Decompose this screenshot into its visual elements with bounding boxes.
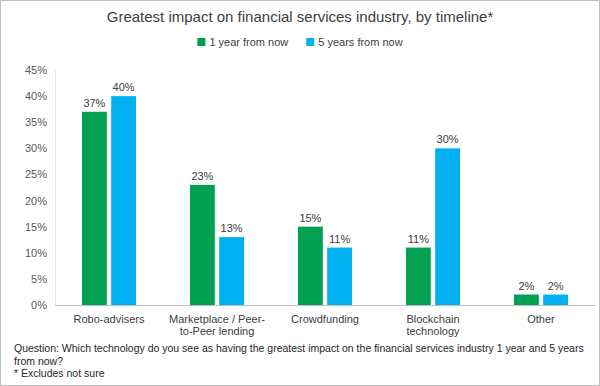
y-tick-label: 35% (25, 116, 47, 128)
y-axis-line (55, 71, 56, 306)
bar (219, 237, 244, 305)
text-line: Other (527, 313, 555, 325)
x-tick-label: Marketplace / Peer-to-Peer lending (169, 313, 265, 338)
x-axis: Robo-advisers Marketplace / Peer-to-Peer … (56, 305, 596, 337)
title: Greatest impact on financial services in… (107, 8, 494, 25)
bars (82, 96, 568, 305)
legend-swatch (197, 38, 205, 46)
text-line: Blockchain (406, 313, 459, 325)
bar (543, 295, 568, 305)
frame (1, 1, 600, 386)
text-line: Marketplace / Peer- (169, 313, 265, 325)
bar (327, 248, 352, 305)
legend-label: 5 years from now (318, 36, 402, 48)
y-tick: 15% (25, 221, 55, 233)
data-label: 13% (221, 222, 243, 234)
x-tick: Marketplace / Peer-to-Peer lending (169, 305, 265, 337)
y-tick-label: 20% (25, 195, 47, 207)
y-tick: 40% (25, 90, 55, 102)
y-tick: 35% (25, 116, 55, 128)
text-line: from now? (14, 355, 63, 367)
annotations: Question: Which technology do you see as… (14, 342, 584, 379)
data-label: 30% (437, 133, 459, 145)
text-line: * Excludes not sure (14, 367, 105, 379)
legend-label: 1 year from now (209, 36, 288, 48)
text-line: Question: Which technology do you see as… (14, 342, 584, 354)
data-label: 37% (83, 97, 105, 109)
legend-item: 5 years from now (306, 36, 402, 48)
x-tick: Blockchaintechnology (406, 305, 460, 337)
y-tick: 5% (31, 273, 55, 285)
chart: Greatest impact on financial services in… (0, 0, 600, 386)
legend: 1 year from now 5 years from now (197, 36, 402, 48)
y-axis: 0% 5% 10% 15% 20% 25% 30% 35% 40% 45% (25, 64, 56, 311)
y-tick-label: 25% (25, 168, 47, 180)
x-tick-label: Crowdfunding (291, 313, 359, 325)
text-line: technology (406, 325, 460, 337)
y-tick: 0% (31, 299, 55, 311)
y-tick-label: 45% (25, 64, 47, 76)
y-tick-label: 10% (25, 247, 47, 259)
bar (111, 96, 136, 305)
x-tick-label: Blockchaintechnology (406, 313, 460, 338)
text-line: to-Peer lending (180, 325, 255, 337)
y-tick-label: 5% (31, 273, 47, 285)
y-tick-label: 0% (31, 299, 47, 311)
data-label: 11% (408, 233, 429, 245)
data-label: 2% (518, 280, 534, 292)
bar (298, 227, 323, 305)
text-line: Robo-advisers (74, 313, 145, 325)
series (111, 96, 568, 305)
y-tick-label: 40% (25, 90, 47, 102)
y-tick: 25% (25, 168, 55, 180)
y-tick: 30% (25, 142, 55, 154)
data-label: 40% (113, 81, 135, 93)
y-tick: 20% (25, 195, 55, 207)
series (82, 112, 539, 305)
legend-swatch (306, 38, 314, 46)
x-tick: Other (527, 305, 555, 325)
y-tick: 45% (25, 64, 55, 76)
x-tick-label: Robo-advisers (74, 313, 145, 325)
data-label: 11% (329, 233, 350, 245)
x-tick: Robo-advisers (74, 305, 145, 325)
data-label: 2% (548, 280, 564, 292)
annotation: Question: Which technology do you see as… (14, 342, 584, 367)
y-tick: 10% (25, 247, 55, 259)
data-labels: 37% 23% 15% 11% 2% 40% 13% 11% 30% 2% (83, 81, 563, 291)
annotation: * Excludes not sure (14, 367, 105, 379)
legend-item: 1 year from now (197, 36, 288, 48)
bar (190, 185, 215, 305)
bar (514, 295, 539, 305)
text-line: Crowdfunding (291, 313, 359, 325)
y-tick-label: 30% (25, 142, 47, 154)
bar (435, 148, 460, 305)
bar (406, 248, 431, 305)
x-axis-line (56, 305, 596, 306)
x-tick-label: Other (527, 313, 555, 325)
bar (82, 112, 107, 305)
data-label: 23% (191, 170, 213, 182)
y-tick-label: 15% (25, 221, 47, 233)
x-tick: Crowdfunding (291, 305, 359, 325)
data-label: 15% (299, 212, 321, 224)
